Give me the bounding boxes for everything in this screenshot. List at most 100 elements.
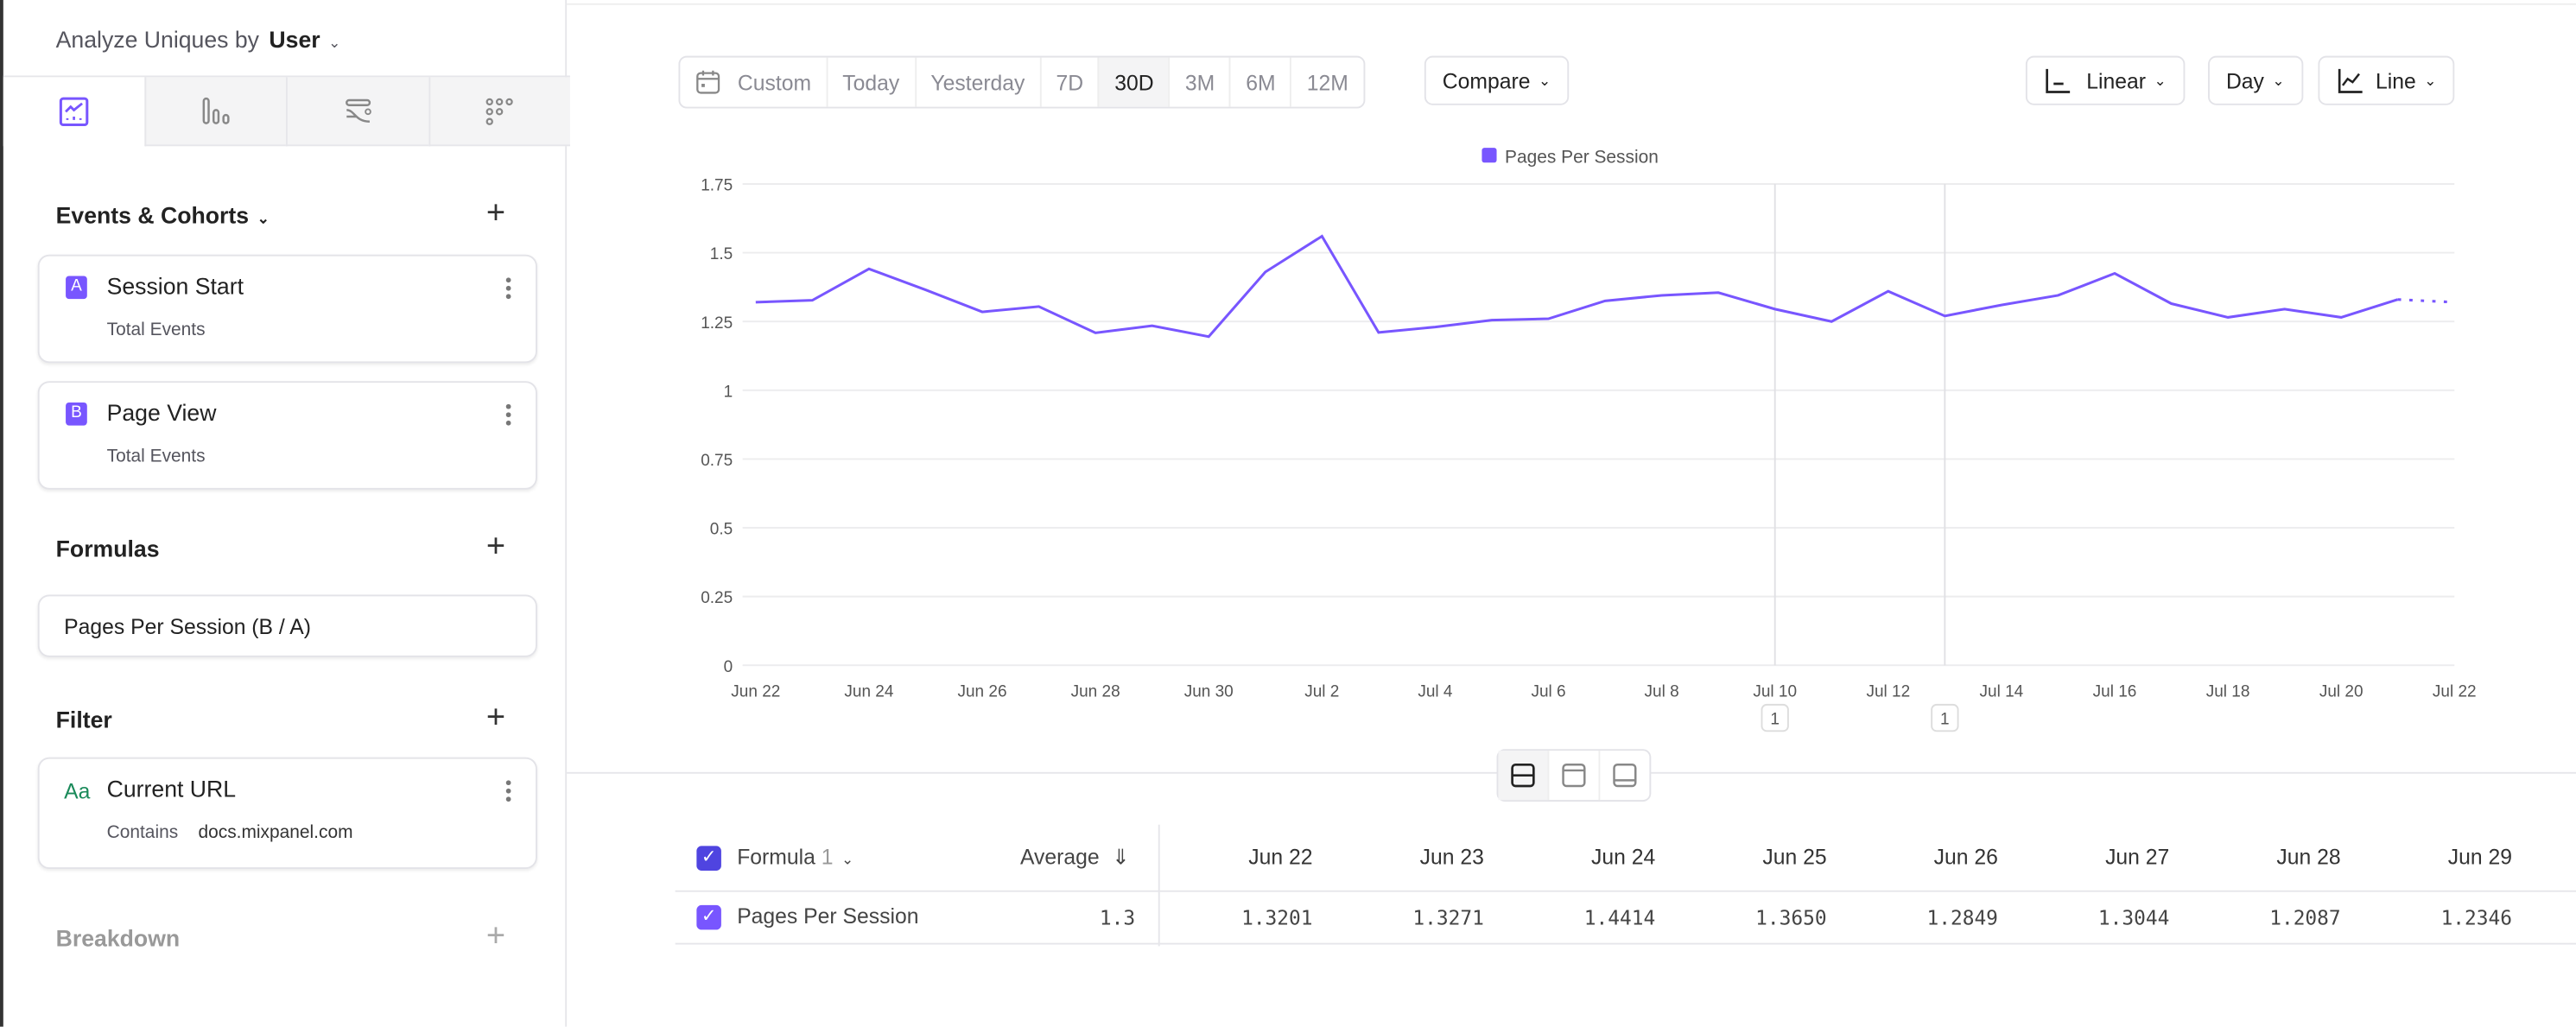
tab-retention[interactable] xyxy=(428,77,570,147)
date-column-header[interactable]: Jun 28 xyxy=(2276,844,2341,870)
chevron-down-icon: ⌄ xyxy=(2272,71,2285,88)
layout-split-button[interactable] xyxy=(1498,751,1548,801)
data-point[interactable] xyxy=(2110,269,2119,278)
add-breakdown-button[interactable]: + xyxy=(485,918,506,954)
formula-text[interactable]: Pages Per Session (B / A) xyxy=(64,614,312,639)
range-6m[interactable]: 6M xyxy=(1229,57,1290,107)
data-point[interactable] xyxy=(978,307,987,316)
series-line xyxy=(755,234,2399,339)
range-today[interactable]: Today xyxy=(826,57,914,107)
date-column-header[interactable]: Jun 22 xyxy=(1248,844,1313,870)
interval-dropdown[interactable]: Day ⌄ xyxy=(2208,55,2303,105)
data-point[interactable] xyxy=(1318,232,1327,241)
more-options-icon[interactable] xyxy=(505,777,513,805)
date-column-header[interactable]: Jun 25 xyxy=(1762,844,1827,870)
data-point[interactable] xyxy=(922,286,930,295)
average-column-header[interactable]: Average ⇓ xyxy=(1020,844,1130,870)
date-column-header[interactable]: Jun 26 xyxy=(1933,844,1998,870)
data-point[interactable] xyxy=(1827,317,1836,326)
data-point[interactable] xyxy=(2224,314,2232,322)
compare-button[interactable]: Compare ⌄ xyxy=(1424,55,1570,105)
data-point[interactable] xyxy=(1261,268,1270,276)
data-point[interactable] xyxy=(2167,300,2176,308)
table-row[interactable]: ✓ Pages Per Session xyxy=(696,903,918,930)
annotation-marker[interactable] xyxy=(1931,703,1959,732)
event-measure[interactable]: Total Events xyxy=(106,447,206,467)
sort-descending-icon[interactable]: ⇓ xyxy=(1112,844,1130,870)
y-tick-label: 1.5 xyxy=(710,245,733,263)
layout-table-button[interactable] xyxy=(1598,751,1649,801)
tab-funnels[interactable] xyxy=(143,77,286,147)
data-point[interactable] xyxy=(865,265,873,274)
analyze-uniques-selector[interactable]: Analyze Uniques by User ⌄ xyxy=(56,26,341,52)
range-3m[interactable]: 3M xyxy=(1168,57,1229,107)
range-custom[interactable]: Custom xyxy=(680,58,826,107)
data-point[interactable] xyxy=(1488,316,1496,325)
annotation-marker[interactable] xyxy=(1761,703,1789,732)
data-point[interactable] xyxy=(1374,328,1383,337)
chevron-down-icon: ⌄ xyxy=(257,210,270,227)
data-point[interactable] xyxy=(1035,302,1044,311)
event-card-a[interactable]: A Session Start Total Events xyxy=(37,254,537,364)
data-point[interactable] xyxy=(1997,301,2006,309)
data-point[interactable] xyxy=(1658,291,1666,300)
data-point[interactable] xyxy=(1884,287,1893,295)
event-badge: A xyxy=(66,276,87,300)
range-12m[interactable]: 12M xyxy=(1290,57,1363,107)
scale-dropdown[interactable]: Linear ⌄ xyxy=(2025,55,2185,105)
chart-legend[interactable]: Pages Per Session xyxy=(1482,147,1659,167)
data-point[interactable] xyxy=(809,296,817,305)
data-point[interactable] xyxy=(2394,295,2402,304)
tab-flows[interactable] xyxy=(285,77,428,147)
formula-card[interactable]: Pages Per Session (B / A) xyxy=(37,594,537,657)
data-point[interactable] xyxy=(1941,312,1950,320)
formula-group-header[interactable]: ✓ Formula 1 ⌄ xyxy=(696,845,853,872)
data-point[interactable] xyxy=(2451,298,2459,307)
x-tick-label: Jul 10 xyxy=(1753,682,1797,701)
chart-type-dropdown[interactable]: Line ⌄ xyxy=(2318,55,2455,105)
chart-only-layout-icon xyxy=(1562,764,1586,788)
select-all-checkbox[interactable]: ✓ xyxy=(696,846,721,872)
x-tick-label: Jul 2 xyxy=(1304,682,1339,701)
linear-scale-icon xyxy=(2046,68,2071,93)
date-column-header[interactable]: Jun 29 xyxy=(2447,844,2513,870)
layout-chart-button[interactable] xyxy=(1547,751,1598,801)
legend-swatch xyxy=(1482,148,1497,163)
filter-property[interactable]: Current URL xyxy=(106,775,237,802)
data-point[interactable] xyxy=(1601,297,1609,306)
date-column-header[interactable]: Jun 24 xyxy=(1590,844,1656,870)
more-options-icon[interactable] xyxy=(505,275,513,302)
x-tick-label: Jul 22 xyxy=(2433,682,2477,701)
event-name[interactable]: Session Start xyxy=(106,272,244,300)
range-yesterday[interactable]: Yesterday xyxy=(914,57,1039,107)
date-column-header[interactable]: Jun 27 xyxy=(2105,844,2170,870)
data-point[interactable] xyxy=(1091,329,1100,338)
date-column-header[interactable]: Jun 23 xyxy=(1419,844,1484,870)
data-point[interactable] xyxy=(1545,314,1553,323)
filter-card[interactable]: Aa Current URL Contains docs.mixpanel.co… xyxy=(37,757,537,870)
data-table: ✓ Formula 1 ⌄ Average ⇓ ✓ Pages Per Sessi… xyxy=(675,824,2576,947)
data-point[interactable] xyxy=(1148,321,1157,330)
filter-condition[interactable]: Contains docs.mixpanel.com xyxy=(106,822,353,843)
row-average: 1.3 xyxy=(1099,906,1136,930)
tab-insights[interactable] xyxy=(3,77,144,147)
event-name[interactable]: Page View xyxy=(106,399,217,426)
add-event-button[interactable]: + xyxy=(485,195,506,232)
range-30d[interactable]: 30D xyxy=(1098,57,1169,107)
add-formula-button[interactable]: + xyxy=(485,529,506,566)
event-card-b[interactable]: B Page View Total Events xyxy=(37,381,537,490)
data-point[interactable] xyxy=(1431,323,1440,332)
events-cohorts-header[interactable]: Events & Cohorts ⌄ xyxy=(55,201,270,229)
add-filter-button[interactable]: + xyxy=(485,700,506,737)
event-measure[interactable]: Total Events xyxy=(106,320,206,340)
data-point[interactable] xyxy=(1771,305,1780,314)
data-point[interactable] xyxy=(1204,333,1213,341)
range-7d[interactable]: 7D xyxy=(1039,57,1099,107)
data-point[interactable] xyxy=(2054,291,2063,300)
data-point[interactable] xyxy=(1714,288,1723,297)
data-point[interactable] xyxy=(752,298,760,307)
data-point[interactable] xyxy=(2281,305,2289,314)
row-checkbox[interactable]: ✓ xyxy=(696,905,721,930)
more-options-icon[interactable] xyxy=(505,401,513,428)
data-point[interactable] xyxy=(2337,314,2345,322)
